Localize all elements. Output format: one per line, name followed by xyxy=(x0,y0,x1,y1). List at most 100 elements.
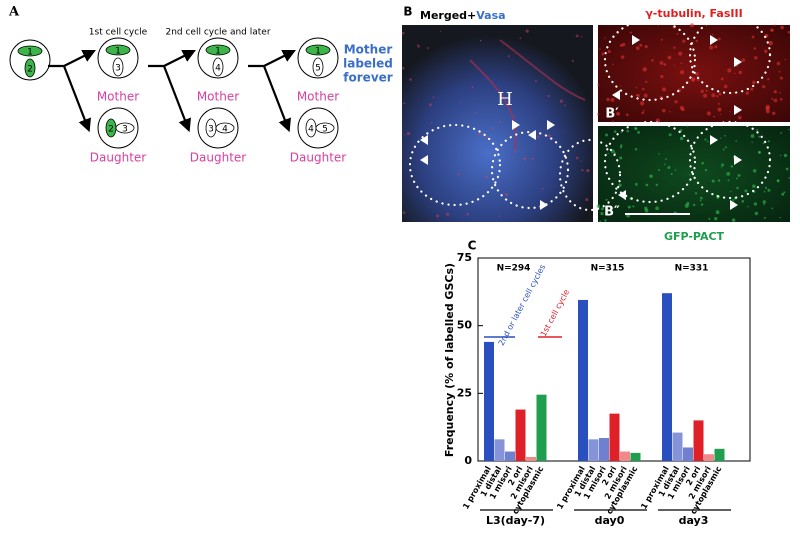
speckle xyxy=(634,148,638,151)
speckle xyxy=(606,97,610,102)
speckle xyxy=(655,206,659,211)
group-label: day0 xyxy=(595,514,625,527)
speckle xyxy=(714,216,718,221)
arrowhead xyxy=(618,190,626,200)
panel-label: C xyxy=(468,239,477,253)
cell-number: 4 xyxy=(308,125,314,135)
bar xyxy=(704,454,714,461)
cell-number: 4 xyxy=(215,64,221,74)
speckle xyxy=(781,192,785,196)
speckle xyxy=(642,109,645,112)
speckle xyxy=(439,30,442,33)
speckle xyxy=(491,127,494,130)
speckle xyxy=(663,63,667,66)
speckle xyxy=(531,157,534,161)
speckle xyxy=(586,169,590,173)
bar xyxy=(672,432,683,461)
speckle xyxy=(498,215,501,217)
speckle xyxy=(767,140,770,143)
speckle xyxy=(409,78,412,81)
speckle xyxy=(644,45,648,49)
speckle xyxy=(605,198,608,201)
speckle xyxy=(689,174,691,176)
speckle xyxy=(634,126,637,130)
speckle xyxy=(607,50,611,54)
speckle xyxy=(695,72,699,76)
cell-number: 2 xyxy=(27,65,33,75)
forever-label: labeled xyxy=(343,57,393,71)
speckle xyxy=(596,113,600,116)
y-tick-label: 75 xyxy=(457,251,472,264)
speckle xyxy=(426,47,429,50)
speckle xyxy=(575,156,579,160)
speckle xyxy=(773,90,777,94)
speckle xyxy=(660,74,664,79)
micrograph xyxy=(402,25,593,222)
speckle xyxy=(719,113,721,116)
speckle xyxy=(689,23,694,28)
cell-number: 3 xyxy=(122,125,128,135)
speckle xyxy=(705,89,708,92)
organelle xyxy=(212,57,224,77)
speckle xyxy=(682,39,686,43)
arrowhead xyxy=(734,155,742,165)
speckle xyxy=(733,201,735,203)
bar xyxy=(630,452,641,461)
speckle xyxy=(729,110,731,113)
cell-outline xyxy=(408,123,502,207)
speckle xyxy=(667,165,671,169)
speckle xyxy=(716,95,719,98)
speckle xyxy=(599,48,601,50)
organelle xyxy=(312,57,324,77)
speckle xyxy=(596,204,601,209)
speckle xyxy=(457,173,460,176)
speckle xyxy=(645,183,649,187)
y-tick-label: 50 xyxy=(457,319,473,332)
speckle xyxy=(779,92,781,94)
vasa-label: Vasa xyxy=(476,9,505,22)
arrowhead xyxy=(730,200,738,210)
stain-label: γ-tubulin, FasIII xyxy=(645,7,742,20)
speckle xyxy=(599,220,602,223)
speckle xyxy=(720,137,722,139)
merged-label: Merged+ xyxy=(420,9,476,22)
speckle xyxy=(684,203,689,208)
speckle xyxy=(435,214,440,218)
speckle xyxy=(754,56,758,60)
speckle xyxy=(744,189,748,193)
speckle xyxy=(402,211,406,214)
speckle xyxy=(669,110,671,113)
speckle xyxy=(727,179,730,182)
speckle xyxy=(700,196,703,200)
speckle xyxy=(667,55,672,60)
speckle xyxy=(776,179,780,183)
speckle xyxy=(619,85,622,87)
speckle xyxy=(674,100,678,104)
speckle xyxy=(417,44,419,46)
speckle xyxy=(741,58,746,62)
speckle xyxy=(752,184,756,189)
speckle xyxy=(641,111,645,115)
speckle xyxy=(547,134,551,138)
speckle xyxy=(470,162,472,164)
speckle xyxy=(523,157,527,161)
speckle xyxy=(507,55,510,58)
speckle xyxy=(708,217,711,220)
speckle xyxy=(762,200,766,204)
speckle xyxy=(479,39,482,42)
speckle xyxy=(704,138,707,141)
speckle xyxy=(571,59,574,62)
speckle xyxy=(547,94,550,98)
speckle xyxy=(704,168,708,172)
speckle xyxy=(643,93,648,98)
arrow xyxy=(62,65,91,133)
speckle xyxy=(706,111,711,116)
cell-outline xyxy=(603,120,697,204)
speckle xyxy=(741,200,745,203)
speckle xyxy=(713,115,716,118)
speckle xyxy=(620,131,623,134)
speckle xyxy=(780,132,782,134)
bar xyxy=(494,439,505,461)
speckle xyxy=(663,163,666,166)
